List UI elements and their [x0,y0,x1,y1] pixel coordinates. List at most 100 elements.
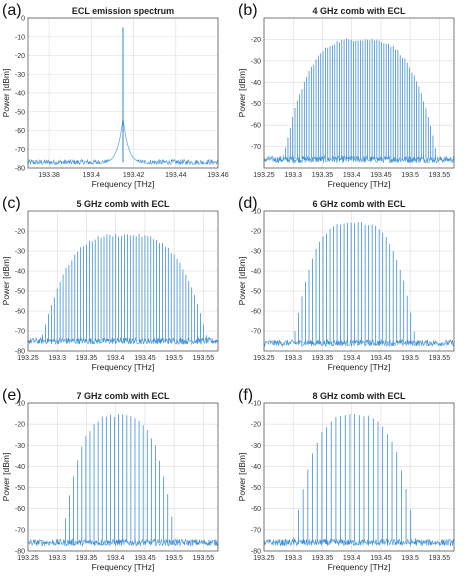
x-tick-label: 193.45 [370,172,392,179]
y-tick-label: -80 [15,549,25,556]
plot-area [264,18,454,168]
y-tick-label: -80 [15,166,25,173]
plot-frame [27,210,219,352]
x-tick-label: 193.3 [284,355,302,362]
noise-floor-trace [28,336,218,346]
x-tick-label: 193.25 [253,555,275,562]
x-tick-label: 193.45 [370,355,392,362]
x-tick-label: 193.4 [107,355,125,362]
y-tick-label: -10 [15,34,25,41]
y-axis-label: Power [dBm] [1,69,11,118]
x-tick-label: 193.4 [343,172,361,179]
x-tick-label: 193.5 [401,555,419,562]
y-tick-label: -50 [15,109,25,116]
y-tick-label: -20 [15,229,25,236]
x-axis-label: Frequency [THz] [328,362,391,372]
x-tick-label: 193.4 [83,172,101,179]
y-tick-label: -10 [251,401,261,408]
y-tick-label: -80 [15,349,25,356]
y-axis-label: Power [dBm] [1,453,11,502]
y-tick-label: -30 [251,58,261,65]
panel-letter: (e) [2,387,22,404]
y-tick-label: -70 [15,329,25,336]
y-tick-label: -40 [251,269,261,276]
y-tick-label: -50 [251,101,261,108]
y-axis-label: Power [dBm] [237,453,247,502]
y-tick-label: -50 [251,289,261,296]
y-tick-label: -50 [15,485,25,492]
x-tick-label: 193.35 [312,555,334,562]
y-tick-label: -60 [251,506,261,513]
y-tick-label: -60 [15,128,25,135]
noise-floor-trace [264,338,454,348]
x-tick-label: 193.25 [17,555,39,562]
y-tick-label: -10 [15,401,25,408]
panel-letter: (d) [238,195,258,212]
plot-frame [263,17,455,169]
y-tick-label: -30 [15,72,25,79]
panel-letter: (b) [238,2,258,19]
y-tick-label: -70 [15,147,25,154]
x-tick-label: 193.25 [253,172,275,179]
y-tick-label: -50 [15,289,25,296]
y-tick-label: -10 [251,209,261,216]
x-axis-label: Frequency [THz] [328,562,391,572]
x-tick-label: 193.5 [165,355,183,362]
x-tick-label: 193.5 [401,355,419,362]
chart-title: 7 GHz comb with ECL [76,391,170,401]
y-tick-label: -70 [15,527,25,534]
y-tick-label: -20 [251,229,261,236]
y-tick-label: 0 [21,16,25,23]
y-tick-label: -40 [251,464,261,471]
y-tick-label: -40 [15,91,25,98]
chart-title: 4 GHz comb with ECL [312,6,406,16]
x-tick-label: 193.44 [165,172,187,179]
x-axis-label: Frequency [THz] [92,179,155,189]
panel-d: (d) 6 GHz comb with ECL 193.25 193.3 193.35 1… [237,195,455,372]
y-tick-label: -60 [251,123,261,130]
y-tick-label: -50 [251,485,261,492]
chart-title: 6 GHz comb with ECL [312,199,406,209]
y-tick-label: -80 [251,549,261,556]
plot-frame [263,210,455,352]
chart-title: ECL emission spectrum [72,6,174,16]
chart-title: 8 GHz comb with ECL [312,391,406,401]
x-tick-label: 193.55 [429,172,451,179]
panel-e: (e) 7 GHz comb with ECL 193.25 193.3 193.35 1… [1,387,219,572]
x-axis-label: Frequency [THz] [92,362,155,372]
noise-floor-trace [264,155,454,164]
x-tick-label: 193.4 [343,555,361,562]
x-axis-label: Frequency [THz] [328,179,391,189]
y-tick-label: -70 [251,144,261,151]
y-axis-label: Power [dBm] [237,257,247,306]
panel-c: (c) 5 GHz comb with ECL 193.25 193.3 193.35 1… [1,195,219,372]
x-tick-label: 193.3 [284,172,302,179]
x-tick-label: 193.5 [401,172,419,179]
y-tick-label: -30 [15,443,25,450]
x-tick-label: 193.42 [123,172,145,179]
x-tick-label: 193.45 [370,555,392,562]
y-tick-label: -40 [251,80,261,87]
panel-f: (f) 8 GHz comb with ECL 193.25 193.3 193.35 1… [237,387,455,572]
x-tick-label: 193.38 [38,172,60,179]
y-tick-label: -40 [15,464,25,471]
x-tick-label: 193.35 [76,555,98,562]
y-tick-label: -30 [15,249,25,256]
y-tick-label: -70 [251,329,261,336]
x-tick-label: 193.46 [207,172,229,179]
y-tick-label: -30 [251,249,261,256]
y-tick-label: -70 [251,527,261,534]
x-tick-label: 193.3 [48,355,66,362]
x-tick-label: 193.55 [429,355,451,362]
plot-frame [27,402,219,552]
x-tick-label: 193.45 [134,555,156,562]
plot-area [28,211,218,351]
y-tick-label: -60 [251,309,261,316]
panel-a: (a) ECL emission spectrum 193.38 193.4 193.4… [1,2,229,189]
panel-b: (b) 4 GHz comb with ECL 193.25 193.3 193.35 1… [237,2,455,189]
x-tick-label: 193.3 [284,555,302,562]
x-axis-label: Frequency [THz] [92,562,155,572]
x-tick-label: 193.4 [107,555,125,562]
y-axis-label: Power [dBm] [237,69,247,118]
